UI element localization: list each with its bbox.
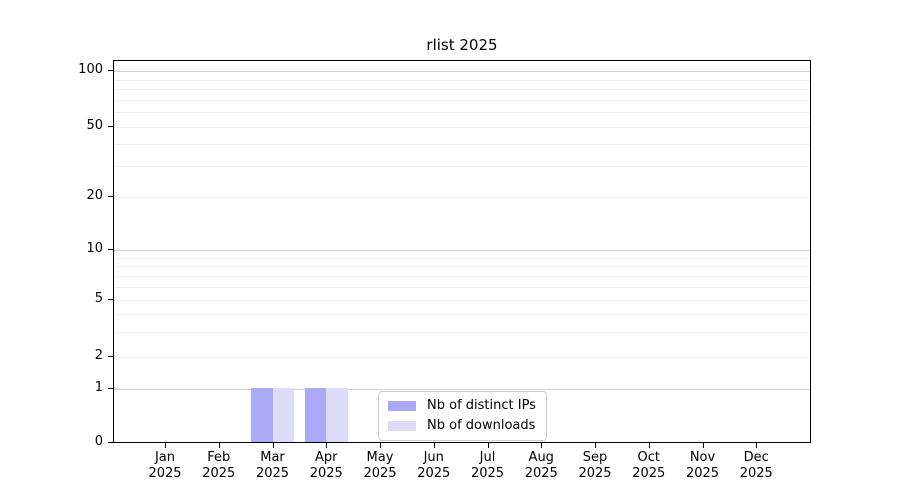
downloads-swatch-icon [388,420,416,431]
x-tick-label: Dec 2025 [739,450,773,481]
x-tick-label: Aug 2025 [524,450,558,481]
y-tick-label: 100 [78,62,103,77]
x-tick-mark [487,443,489,448]
x-tick-mark [648,443,650,448]
minor-gridline [114,313,810,315]
x-tick-mark [756,443,758,448]
minor-gridline [114,275,810,277]
x-tick-label: Apr 2025 [309,450,343,481]
x-tick-label: Jan 2025 [148,450,182,481]
legend-label: Nb of distinct IPs [427,398,536,413]
x-tick-mark [326,443,328,448]
minor-gridline [114,89,810,91]
x-tick-label: Feb 2025 [202,450,236,481]
major-gridline [114,250,810,251]
y-tick-mark [108,196,113,197]
major-gridline [114,71,810,72]
legend-entry-distinct-ips: Nb of distinct IPs [388,397,536,414]
plot-area: Nb of distinct IPs Nb of downloads [113,60,811,443]
x-tick-mark [272,443,274,448]
y-tick-label: 5 [94,291,103,306]
y-tick-label: 2 [94,348,103,363]
x-tick-label: Sep 2025 [578,450,612,481]
x-tick-mark [380,443,381,448]
minor-gridline [114,331,810,333]
minor-gridline [114,257,810,259]
y-tick-mark [108,388,113,389]
y-tick-label: 20 [86,188,103,203]
x-tick-mark [165,443,166,448]
bar-distinct-ips [251,388,273,442]
x-tick-mark [702,443,704,448]
legend-label: Nb of downloads [427,418,536,433]
minor-gridline [114,266,810,268]
minor-gridline [114,197,810,198]
x-tick-label: Oct 2025 [632,450,666,481]
minor-gridline [114,300,810,301]
y-tick-mark [108,70,113,71]
minor-gridline [114,79,810,81]
legend: Nb of distinct IPs Nb of downloads [378,391,547,441]
y-tick-label: 10 [86,241,103,256]
major-gridline [114,389,810,390]
x-tick-label: Nov 2025 [685,450,720,481]
chart-title: rlist 2025 [426,36,498,54]
bar-downloads [326,388,348,442]
distinct-ips-swatch-icon [388,400,416,411]
minor-gridline [114,99,810,101]
x-tick-mark [595,443,596,448]
x-tick-mark [433,443,435,448]
y-tick-mark [108,356,113,357]
x-tick-label: Jun 2025 [417,450,451,481]
x-tick-label: May 2025 [363,450,397,481]
minor-gridline [114,357,810,358]
y-tick-mark [108,442,113,443]
x-tick-label: Jul 2025 [470,450,505,481]
minor-gridline [114,127,810,128]
minor-gridline [114,286,810,288]
y-tick-mark [108,126,113,127]
x-tick-label: Mar 2025 [255,450,290,481]
minor-gridline [114,166,810,168]
y-tick-label: 1 [94,380,103,395]
y-tick-mark [108,249,113,250]
minor-gridline [114,112,810,114]
bar-downloads [272,388,294,442]
x-tick-mark [218,443,220,448]
y-tick-mark [108,299,113,300]
x-tick-mark [541,443,543,448]
minor-gridline [114,144,810,146]
legend-entry-downloads: Nb of downloads [388,417,536,434]
bar-distinct-ips [304,388,327,442]
y-tick-label: 50 [86,118,103,133]
y-tick-label: 0 [94,434,103,449]
